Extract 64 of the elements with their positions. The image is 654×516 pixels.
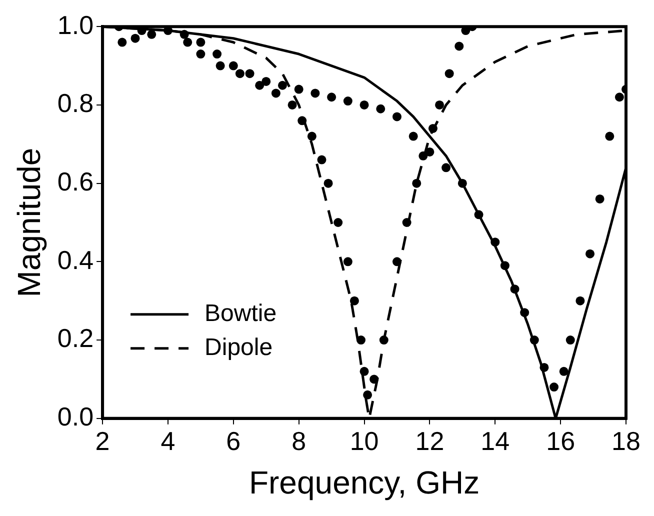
point [130,34,140,43]
point [212,50,222,59]
x-tick-label: 4 [160,426,176,456]
point [350,296,359,306]
point [444,69,454,78]
legend-label: Dipole [204,334,273,362]
point [595,194,604,204]
point [559,366,568,376]
point [278,80,287,90]
point [262,76,271,86]
point [228,61,238,70]
point [454,42,464,51]
point [334,218,343,227]
point [118,38,127,47]
point [605,132,614,141]
x-axis-title: Frequency, GHz [248,464,480,501]
x-tick-label: 6 [226,426,241,456]
point [317,155,326,164]
x-tick-label: 18 [612,426,640,456]
point [235,69,244,78]
point [360,100,369,110]
y-tick-label: 0.4 [57,244,94,275]
point [392,112,402,122]
legend-label: Bowtie [204,300,277,328]
point [216,61,225,70]
point [245,69,254,78]
x-tick-label: 12 [415,426,444,456]
point [147,30,156,39]
point [183,38,192,47]
x-tick-label: 2 [95,426,110,456]
y-tick-label: 0.2 [57,323,94,354]
point [310,88,320,98]
point [360,366,369,376]
point [294,84,304,94]
point [442,163,451,172]
point [324,178,333,188]
point [408,132,418,141]
point [343,257,352,266]
x-tick-label: 16 [546,426,576,456]
point [271,88,280,98]
point [550,382,559,392]
point [307,132,316,141]
point [566,336,575,345]
point [363,390,372,400]
y-axis-title: Magnitude [11,148,48,298]
point [196,50,206,59]
point [435,100,444,110]
point [614,92,624,102]
y-tick-label: 1.0 [57,10,94,40]
x-tick-label: 14 [480,426,510,456]
point [412,178,422,188]
point [343,96,352,106]
x-tick-label: 10 [350,426,379,456]
y-tick-label: 0.8 [57,88,94,118]
y-tick-label: 0.6 [57,166,94,196]
point [327,92,336,102]
point [376,104,386,114]
x-tick-label: 8 [292,426,306,456]
point [255,80,264,90]
point [576,296,585,306]
point [196,38,206,47]
point [586,249,595,258]
point [288,100,297,110]
y-tick-label: 0.0 [57,402,94,432]
